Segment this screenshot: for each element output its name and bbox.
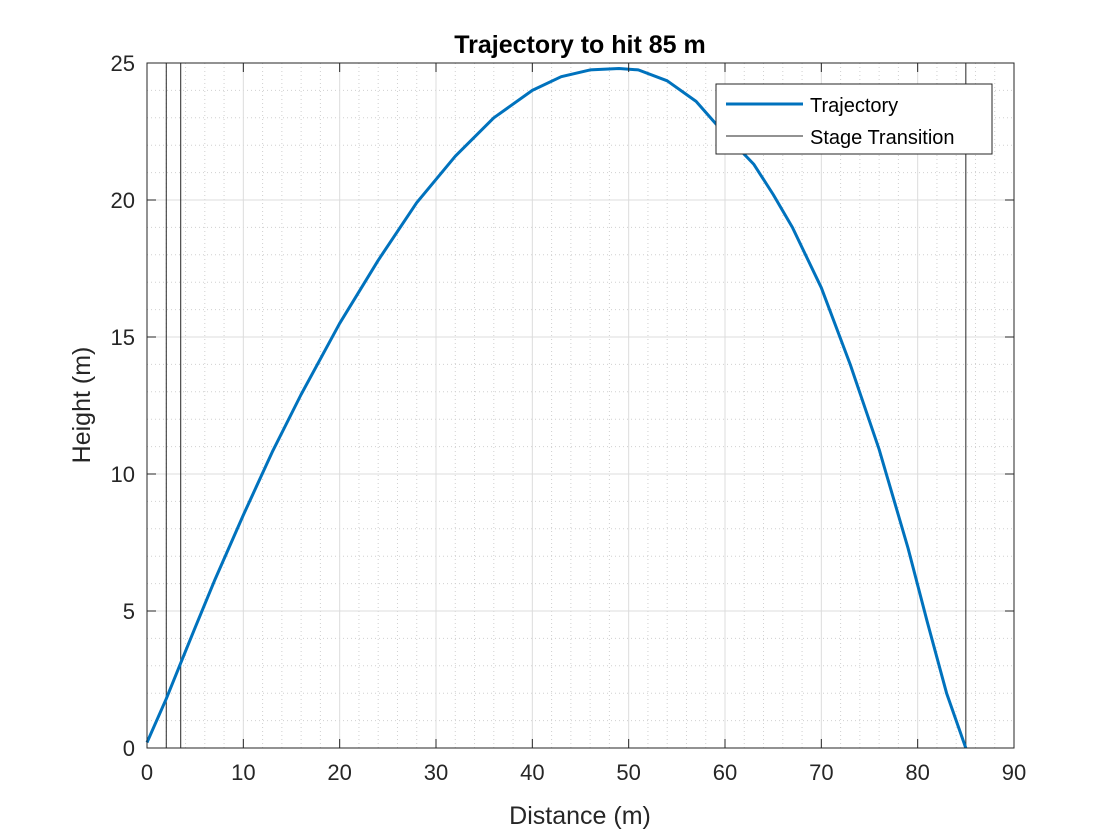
trajectory-line: [145, 67, 968, 749]
x-tick-label: 70: [809, 760, 833, 785]
x-tick-labels: 0 10 20 30 40 50 60 70 80 90: [141, 760, 1026, 785]
axis-ticks: [146, 62, 1015, 749]
axes-background: [147, 63, 1014, 748]
x-tick-label: 90: [1002, 760, 1026, 785]
legend-label-stage-transition: Stage Transition: [810, 127, 955, 149]
x-tick-label: 30: [424, 760, 448, 785]
plot-area: 0 10 20 30 40 50 60 70 80 90 0 5 10 15 20 25: [111, 51, 1027, 785]
x-tick-label: 0: [141, 760, 153, 785]
x-tick-label: 60: [713, 760, 737, 785]
y-tick-label: 15: [111, 325, 135, 350]
axes-box: [146, 62, 1015, 749]
y-tick-label: 0: [123, 736, 135, 761]
y-tick-label: 10: [111, 462, 135, 487]
legend: Trajectory Stage Transition: [715, 83, 993, 155]
x-tick-label: 40: [520, 760, 544, 785]
y-tick-label: 20: [111, 188, 135, 213]
y-tick-labels: 0 5 10 15 20 25: [111, 51, 135, 761]
chart-title: Trajectory to hit 85 m: [454, 31, 705, 59]
x-tick-label: 50: [616, 760, 640, 785]
y-tick-label: 25: [111, 51, 135, 76]
x-tick-label: 10: [231, 760, 255, 785]
stage-transition-lines: [165, 63, 967, 748]
minor-grid: [147, 63, 1014, 748]
y-tick-label: 5: [123, 599, 135, 624]
x-tick-label: 80: [905, 760, 929, 785]
x-tick-label: 20: [327, 760, 351, 785]
x-axis-title: Distance (m): [509, 802, 651, 830]
y-axis-title: Height (m): [68, 347, 96, 464]
legend-label-trajectory: Trajectory: [810, 95, 898, 117]
legend-box: [715, 83, 993, 155]
